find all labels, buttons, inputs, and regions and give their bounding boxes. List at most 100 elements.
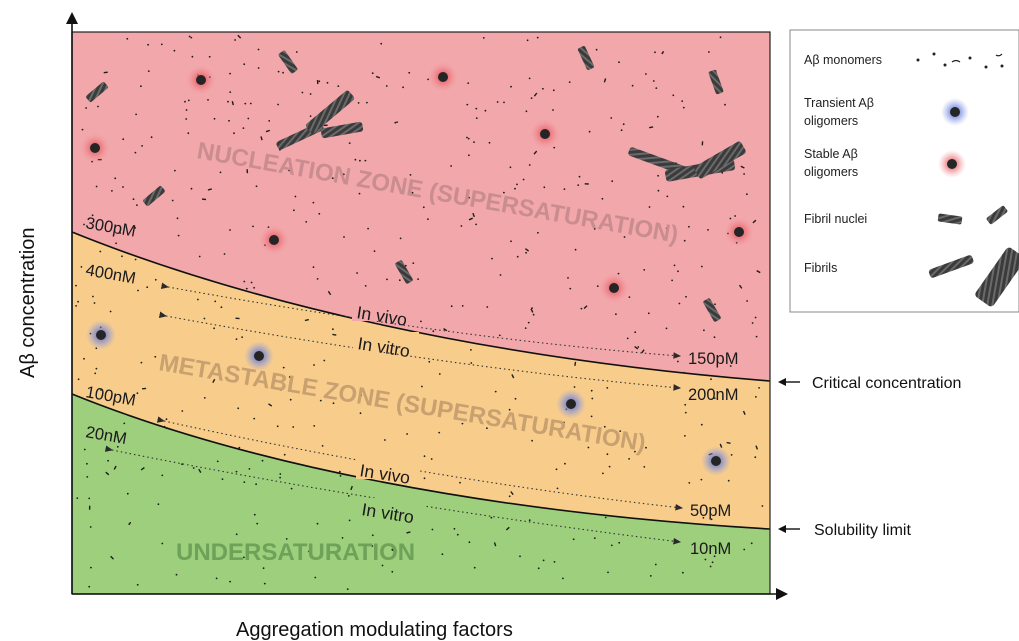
monomer-dot: [450, 305, 453, 308]
monomer-dot: [338, 470, 341, 473]
monomer-dot: [83, 448, 86, 451]
monomer-dot: [137, 289, 139, 292]
monomer-squiggle: [533, 92, 538, 97]
stable-oligomer-icon: [724, 217, 754, 247]
monomer-dot: [553, 146, 556, 149]
fibril-nucleus-icon: [86, 82, 108, 102]
monomer-dot: [295, 51, 298, 53]
monomer-dot: [552, 89, 555, 92]
monomer-dot: [229, 91, 232, 93]
monomer-dot: [628, 458, 630, 460]
transient-oligomer-icon: [244, 341, 274, 371]
monomer-squiggle: [110, 555, 114, 560]
monomer-dot: [134, 227, 137, 229]
monomer-dot: [700, 478, 703, 481]
monomer-dot: [184, 100, 186, 103]
monomer-dot: [213, 327, 216, 330]
monomer-dot: [606, 387, 609, 389]
monomer-dot: [727, 479, 730, 482]
monomer-dot: [661, 52, 664, 55]
monomer-dot: [703, 329, 705, 332]
monomer-dot: [702, 516, 705, 519]
monomer-dot: [111, 190, 113, 192]
monomer-dot: [606, 453, 609, 456]
fibril-particles: [86, 46, 746, 322]
monomer-dot: [107, 459, 109, 462]
legend-label-stable-line1: Stable Aβ: [804, 147, 858, 161]
monomer-dot: [223, 253, 226, 255]
monomer-dot: [309, 115, 312, 117]
monomer-dot: [626, 337, 629, 340]
monomer-dot: [292, 426, 295, 428]
monomer-dot: [198, 255, 201, 258]
legend-label-transient-line1: Transient Aβ: [804, 96, 874, 110]
monomer-dot: [438, 373, 441, 375]
monomer-dot: [346, 588, 349, 590]
solubility-pointer-arrow-icon: [778, 525, 786, 533]
monomer-dot: [99, 250, 102, 253]
monomer-dot: [122, 138, 125, 141]
transient-oligomer-icon: [701, 446, 731, 476]
monomer-dot: [654, 51, 656, 54]
monomer-dot: [396, 121, 398, 123]
monomer-dot: [683, 239, 686, 242]
monomer-dot: [75, 305, 77, 307]
monomer-dot: [486, 306, 489, 308]
monomer-dot: [83, 357, 85, 360]
monomer-squiggle: [755, 445, 759, 450]
fibril-nucleus-icon: [278, 50, 298, 74]
monomer-dot: [235, 338, 238, 340]
monomer-dot: [190, 187, 193, 190]
legend-label-fibril-nuclei: Fibril nuclei: [804, 212, 867, 226]
monomer-dot: [243, 280, 246, 283]
monomer-dot: [359, 412, 362, 415]
critical-in-vivo-end: 150pM: [688, 350, 738, 368]
monomer-dot: [503, 101, 505, 104]
monomer-dot: [77, 300, 79, 303]
monomer-dot: [321, 445, 324, 447]
monomer-dot: [526, 39, 529, 42]
monomer-dot: [88, 497, 91, 500]
monomer-dot: [708, 51, 710, 53]
fibril-nucleus-icon: [143, 186, 165, 206]
monomer-dot: [475, 117, 478, 119]
stable-oligomer-icon: [186, 65, 216, 95]
monomer-dot: [542, 87, 544, 90]
monomer-squiggle: [472, 212, 475, 218]
monomer-dot: [704, 558, 707, 561]
monomer-dot: [527, 321, 530, 324]
monomer-dot: [249, 102, 252, 105]
monomer-dot: [261, 459, 264, 462]
monomer-dot: [265, 550, 267, 553]
monomer-dot: [76, 497, 79, 499]
monomer-dot: [615, 313, 617, 316]
monomer-dot: [185, 118, 188, 120]
monomer-dot: [213, 117, 216, 120]
monomer-squiggle: [524, 248, 530, 252]
monomer-dot: [313, 364, 315, 366]
monomer-dot: [468, 154, 470, 157]
monomer-dot: [746, 193, 748, 196]
monomer-dot: [147, 43, 150, 46]
fibril-nucleus-icon: [577, 46, 595, 70]
monomer-dot: [347, 495, 350, 497]
monomer-dot: [567, 277, 569, 279]
monomer-dot: [531, 439, 533, 442]
monomer-dot: [255, 555, 258, 558]
monomer-dot: [484, 109, 487, 112]
monomer-squiggle: [332, 333, 337, 336]
monomer-dot: [364, 159, 367, 162]
monomer-dot: [536, 36, 539, 39]
monomer-dot: [244, 102, 247, 105]
fibril-icon: [320, 121, 364, 139]
monomer-dot: [150, 136, 153, 139]
monomer-dot: [470, 362, 473, 364]
monomer-dot: [122, 186, 124, 188]
monomer-dot: [359, 159, 361, 162]
monomer-dot: [467, 82, 470, 84]
monomer-dot: [522, 178, 525, 181]
monomer-dot: [188, 35, 191, 38]
monomer-dot: [227, 100, 229, 103]
monomer-dot: [332, 402, 335, 405]
